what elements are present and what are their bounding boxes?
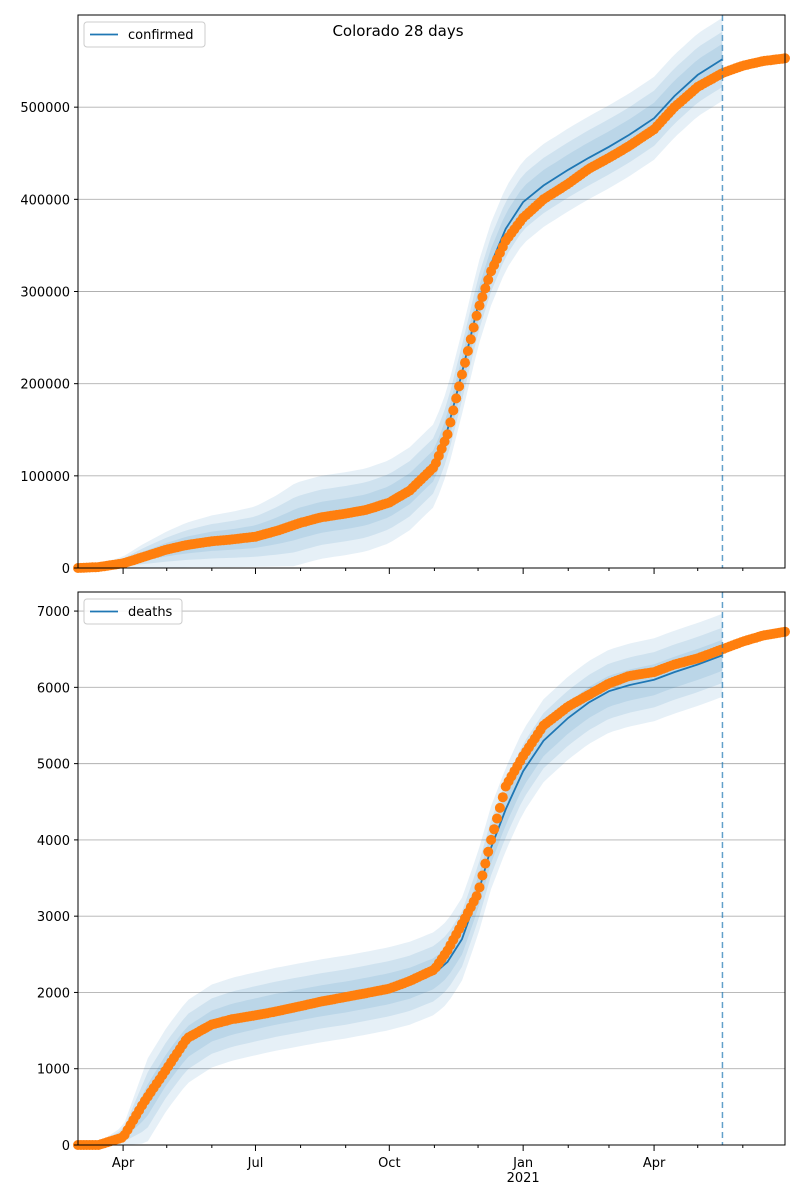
confirmed-observed-point xyxy=(477,292,488,302)
confirmed-panel: 0 100000 200000 300000 400000 500000 confirmed xyxy=(20,14,790,577)
confirmed-observed-point xyxy=(483,274,494,285)
uncertainty-band xyxy=(78,31,723,569)
y-tick-label: 0 xyxy=(62,1139,70,1154)
deaths-observed-point xyxy=(483,846,494,857)
confirmed-observed-point xyxy=(448,405,459,416)
legend-box xyxy=(83,21,206,48)
confirmed-observed-point xyxy=(460,357,470,368)
y-tick-label: 1000 xyxy=(37,1063,70,1078)
confirmed-observed-point xyxy=(442,429,453,440)
deaths-observed-point xyxy=(494,802,505,813)
y-tick-label: 3000 xyxy=(37,910,70,925)
confirmed-observed-point xyxy=(471,310,482,321)
x-tick-label: Jan xyxy=(512,1156,533,1171)
y-tick-label: 0 xyxy=(62,562,70,577)
confirmed-observed-point xyxy=(457,369,467,380)
deaths-observed-point xyxy=(492,813,502,824)
deaths-observed-point xyxy=(471,891,482,902)
confirmed-observed-point xyxy=(468,322,479,333)
y-tick-label: 6000 xyxy=(37,681,70,696)
deaths-observed-point xyxy=(489,824,500,835)
x-tick-sublabel: 2021 xyxy=(507,1171,540,1186)
x-tick-label: Apr xyxy=(112,1156,135,1171)
y-tick-label: 500000 xyxy=(20,101,70,116)
confirmed-observed-point xyxy=(454,381,465,392)
deaths-observed-point xyxy=(474,882,485,893)
confirmed-observed-point xyxy=(474,300,485,311)
deaths-observed-point xyxy=(486,834,497,845)
confirmed-observed-point xyxy=(465,334,476,345)
confirmed-observed-point xyxy=(462,346,473,356)
x-tick-label: Apr xyxy=(643,1156,666,1171)
confirmed-observed-point xyxy=(480,283,491,294)
y-tick-label: 100000 xyxy=(20,470,70,485)
x-tick-label: Oct xyxy=(378,1156,400,1171)
confirmed-observed-point xyxy=(445,417,456,428)
legend-label: deaths xyxy=(128,605,173,620)
deaths-observed-point xyxy=(480,858,491,869)
chart-title: Colorado 28 days xyxy=(332,22,463,40)
y-tick-label: 2000 xyxy=(37,986,70,1001)
legend-label: confirmed xyxy=(128,28,194,43)
deaths-panel: 0 1000 2000 3000 4000 5000 6000 7000 Apr Jul Oct Ja… xyxy=(37,591,790,1186)
y-tick-label: 200000 xyxy=(20,378,70,393)
y-tick-label: 4000 xyxy=(37,834,70,849)
plot-frame xyxy=(77,591,786,1146)
legend-box xyxy=(83,598,183,625)
deaths-observed-point xyxy=(477,870,488,881)
y-tick-label: 400000 xyxy=(20,193,70,208)
y-tick-label: 5000 xyxy=(37,758,70,773)
uncertainty-band xyxy=(78,17,723,569)
confirmed-observed-point xyxy=(451,393,462,404)
y-tick-label: 300000 xyxy=(20,286,70,301)
uncertainty-band xyxy=(78,613,723,1145)
x-tick-label: Jul xyxy=(247,1156,264,1171)
deaths-observed-point xyxy=(497,792,508,803)
y-tick-label: 7000 xyxy=(37,605,70,620)
